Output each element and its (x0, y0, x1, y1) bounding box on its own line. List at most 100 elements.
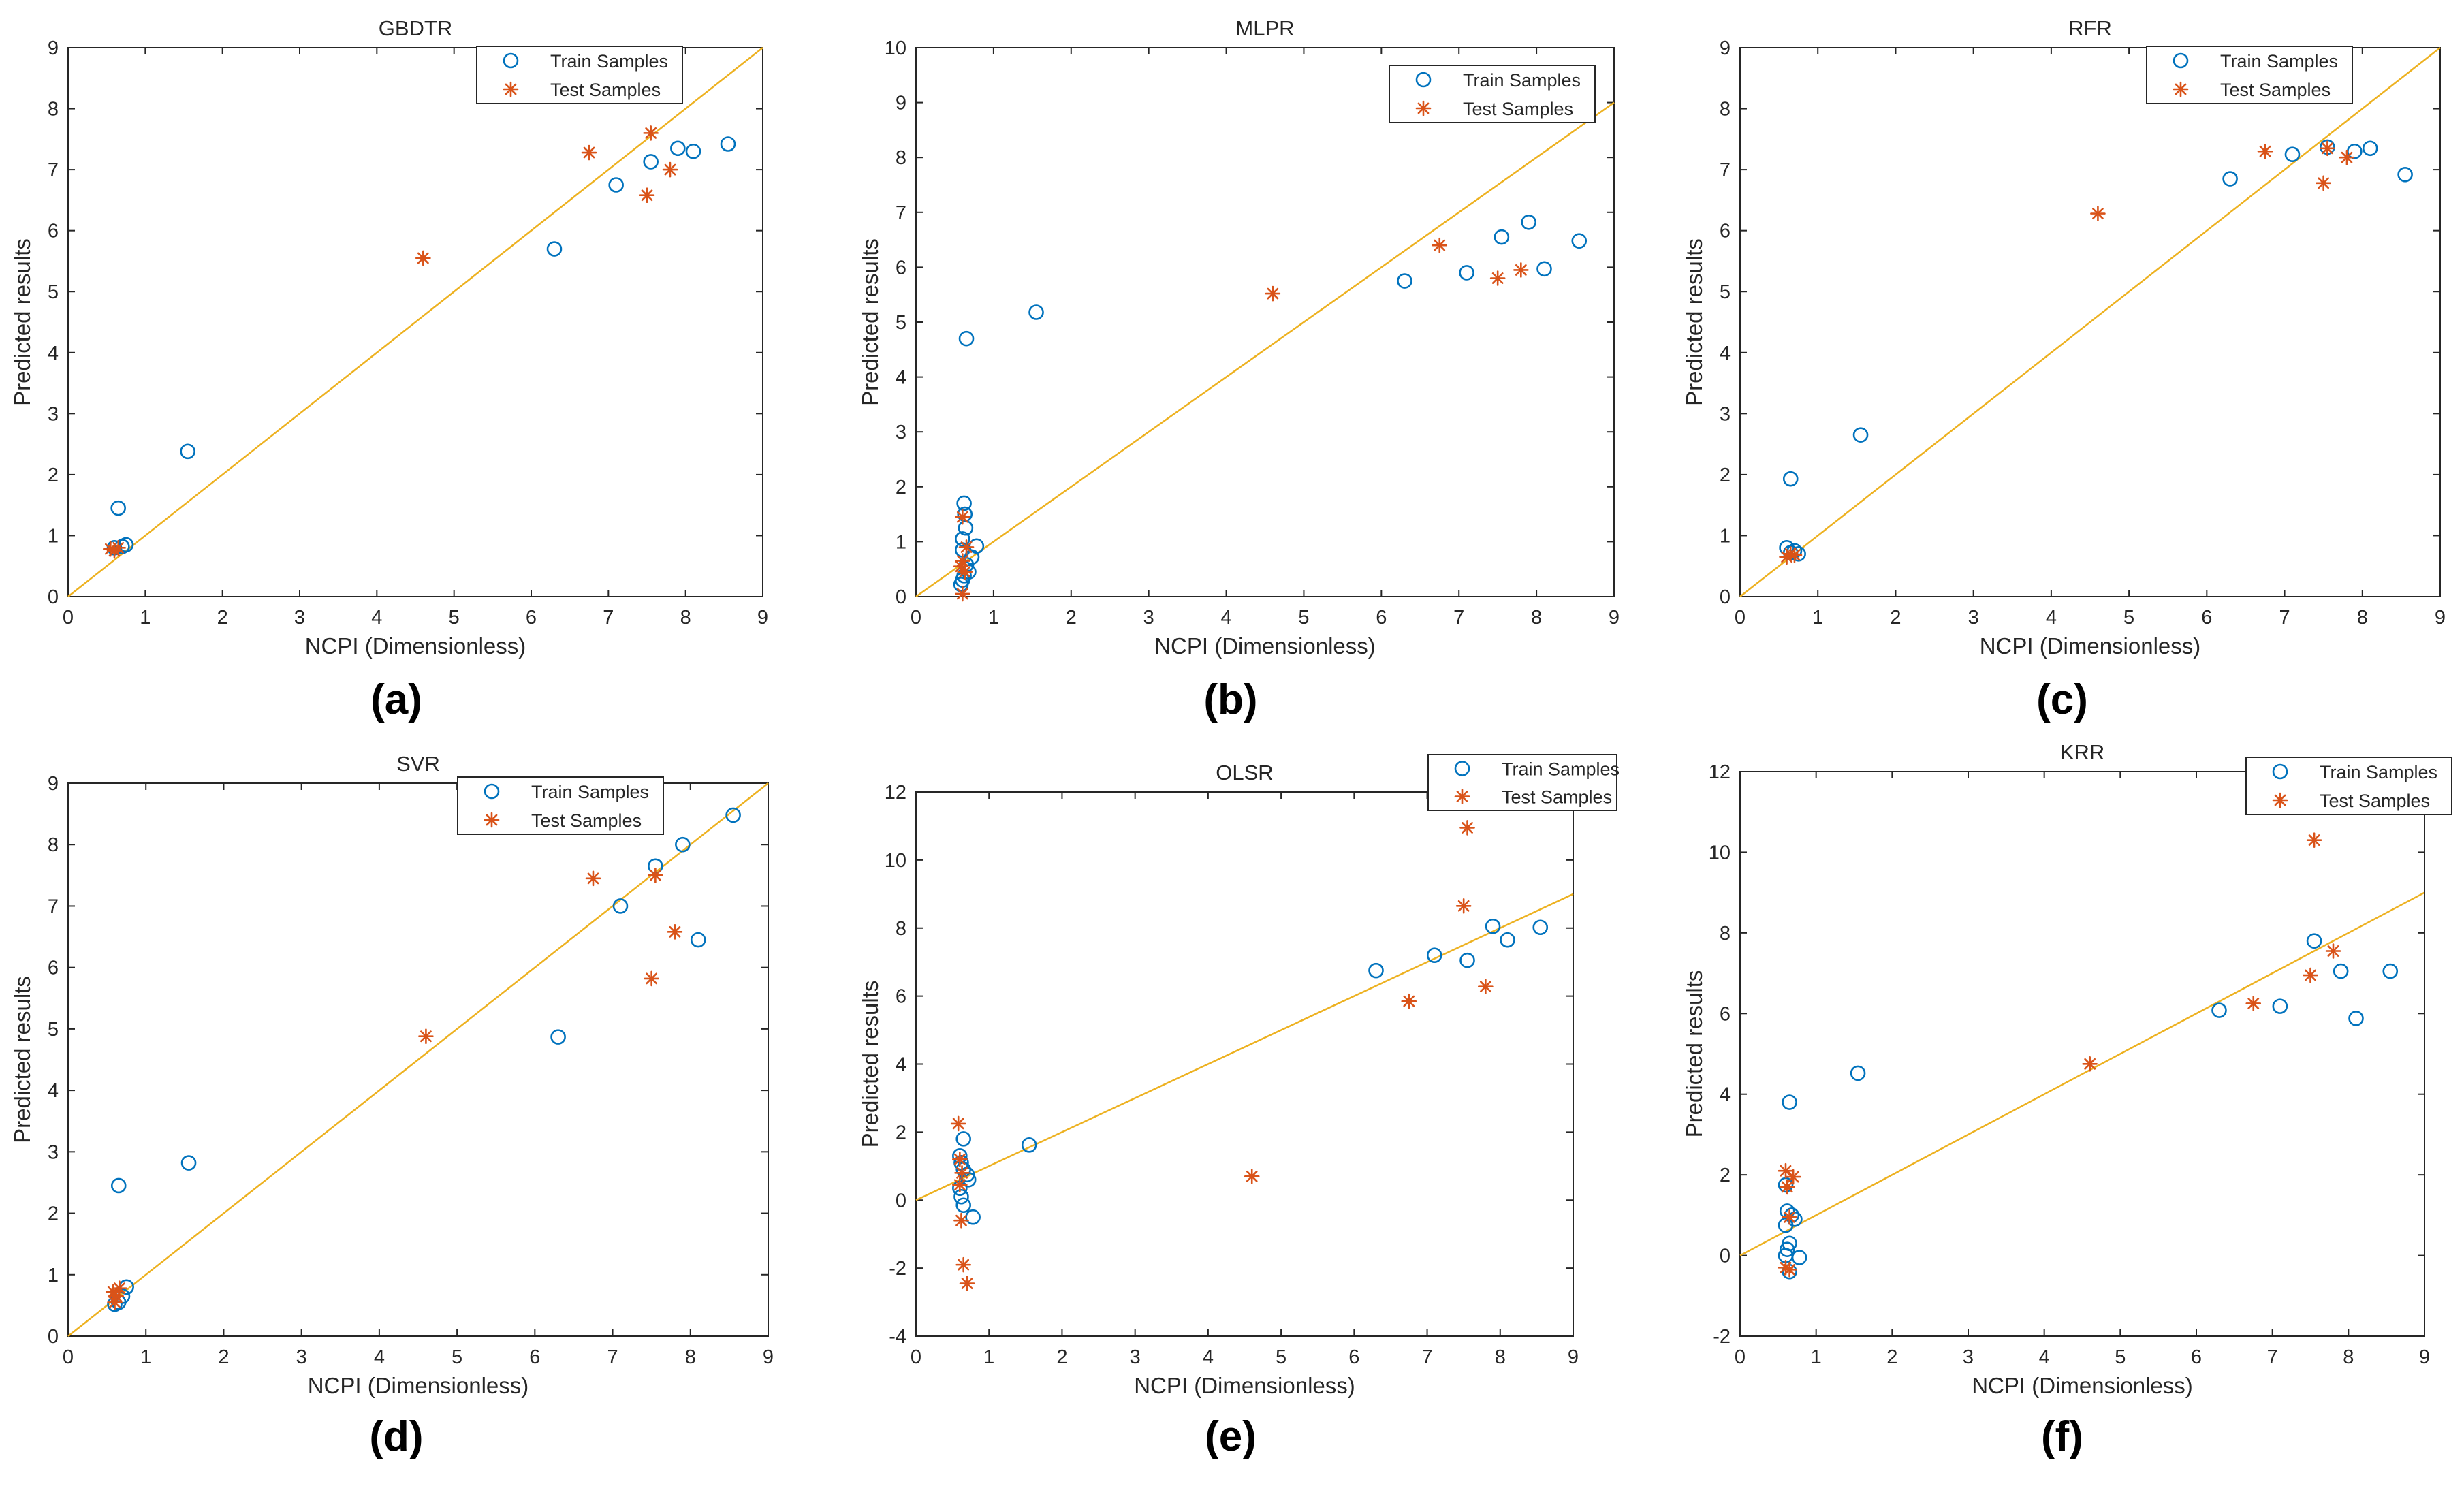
x-tick-label: 1 (140, 1346, 151, 1368)
y-tick-label: 2 (896, 1122, 906, 1143)
x-tick-label: 3 (1968, 607, 1979, 629)
x-tick-label: 6 (529, 1346, 540, 1368)
train-sample-point (1494, 229, 1510, 245)
train-sample-point (1779, 1241, 1795, 1257)
plot-frame (67, 47, 763, 597)
x-tick-label: 2 (1886, 1346, 1897, 1368)
x-tick-label: 3 (1143, 607, 1154, 629)
legend-train-label: Train Samples (2320, 762, 2437, 782)
y-tick-label: 4 (48, 343, 59, 364)
x-tick-label: 6 (526, 607, 537, 629)
reference-line (67, 782, 769, 1337)
y-axis-label: Predicted results (1681, 238, 1707, 406)
train-sample-point (958, 330, 975, 347)
train-sample-point (1021, 1137, 1037, 1153)
x-tick-label: 9 (1609, 607, 1620, 629)
y-tick-label: -4 (889, 1326, 906, 1348)
x-tick-label: 8 (2343, 1346, 2354, 1368)
train-sample-point (1532, 919, 1549, 936)
train-samples-series (1778, 933, 2399, 1280)
legend-test-label: Test Samples (1463, 99, 1573, 119)
train-samples-series (107, 807, 741, 1312)
asterisk-stroke (2327, 945, 2339, 957)
legend-train-label: Train Samples (550, 51, 668, 72)
plot-frame (915, 47, 1615, 597)
test-sample-point (2090, 206, 2106, 221)
train-sample-point (180, 1155, 197, 1171)
x-tick-label: 7 (603, 607, 614, 629)
x-tick-label: 8 (685, 1346, 696, 1368)
y-tick-label: 10 (885, 850, 906, 872)
test-sample-point (1478, 979, 1494, 994)
test-sample-point (955, 509, 970, 525)
asterisk-stroke (1267, 287, 1279, 300)
y-tick-label: 6 (48, 221, 59, 242)
x-tick-label: 6 (2191, 1346, 2202, 1368)
asterisk-stroke (420, 1030, 432, 1043)
y-tick-label: 12 (1709, 761, 1731, 783)
asterisk-stroke (2274, 794, 2286, 806)
test-sample-point (1401, 993, 1417, 1009)
asterisk-stroke (2305, 969, 2316, 981)
chart-title: RFR (2068, 16, 2112, 40)
legend-test-marker (1415, 100, 1432, 116)
test-sample-point (2303, 967, 2318, 983)
reference-line (1739, 891, 2425, 1256)
y-tick-label: 8 (1720, 99, 1731, 121)
chart-title: MLPR (1235, 16, 1294, 40)
y-tick-label: 0 (896, 1190, 906, 1212)
asterisk-stroke (641, 189, 653, 202)
asterisk-stroke (486, 814, 498, 826)
y-tick-label: 6 (896, 257, 906, 279)
test-sample-point (952, 1152, 968, 1167)
asterisk-stroke (669, 925, 681, 938)
test-sample-point (648, 868, 663, 883)
y-tick-label: 3 (896, 422, 906, 443)
y-tick-label: 8 (896, 147, 906, 169)
test-sample-point (954, 1165, 970, 1181)
y-tick-label: 5 (896, 312, 906, 334)
asterisk-stroke (1479, 981, 1491, 993)
test-sample-point (662, 161, 678, 178)
reference-line (915, 101, 1615, 598)
test-sample-point (1513, 262, 1529, 278)
test-sample-point (585, 870, 601, 887)
panel-label: (b) (1203, 676, 1257, 723)
train-sample-point (670, 140, 686, 157)
legend: Train Samples Test Samples (2146, 46, 2353, 104)
legend-test-label: Test Samples (1502, 787, 1612, 808)
x-tick-label: 0 (1735, 607, 1746, 629)
legend-train-marker (1454, 761, 1470, 776)
x-tick-label: 6 (2201, 607, 2212, 629)
panel-label: (c) (2036, 676, 2088, 723)
chart-title: OLSR (1216, 761, 1273, 785)
plot-frame (915, 791, 1574, 1337)
x-tick-label: 0 (911, 607, 921, 629)
train-sample-point (2347, 143, 2363, 159)
y-tick-label: -2 (889, 1258, 906, 1280)
panel-a: 0 1 2 3 4 5 6 7 8 9 0 1 2 3 4 5 6 7 8 9 GBDTR NCPI (Dimension… (10, 16, 768, 723)
train-sample-point (2284, 146, 2301, 163)
train-sample-point (2211, 1002, 2227, 1018)
asterisk-stroke (649, 869, 661, 881)
train-sample-point (1459, 265, 1474, 281)
test-sample-point (958, 539, 975, 555)
train-sample-point (965, 1209, 981, 1225)
test-sample-point (2082, 1056, 2098, 1072)
y-tick-label: 9 (48, 37, 59, 59)
test-sample-point (1779, 1179, 1795, 1195)
asterisk-stroke (2247, 998, 2260, 1009)
train-sample-point (1485, 918, 1501, 934)
test-samples-series (1778, 832, 2341, 1278)
test-sample-point (950, 1115, 966, 1132)
test-sample-point (2325, 943, 2341, 959)
train-sample-point (690, 932, 706, 948)
test-sample-point (2245, 996, 2262, 1011)
x-tick-label: 9 (763, 1346, 774, 1368)
asterisk-stroke (1246, 1170, 1258, 1182)
asterisk-stroke (645, 127, 657, 139)
y-axis-label: Predicted results (857, 981, 883, 1148)
y-tick-label: 7 (1720, 159, 1731, 181)
legend-test-marker (484, 812, 500, 828)
test-samples-series (103, 125, 678, 559)
